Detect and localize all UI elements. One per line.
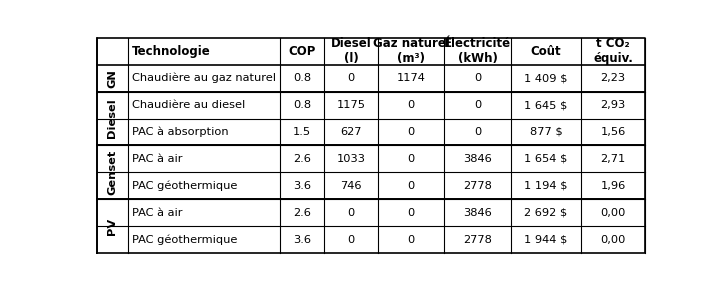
Text: 1174: 1174 bbox=[397, 73, 426, 83]
Text: 746: 746 bbox=[340, 181, 362, 191]
Text: 2,23: 2,23 bbox=[600, 73, 626, 83]
Text: Diesel: Diesel bbox=[107, 99, 117, 139]
Text: PAC à absorption: PAC à absorption bbox=[132, 127, 228, 137]
Text: 627: 627 bbox=[340, 127, 362, 137]
Text: 0: 0 bbox=[474, 100, 481, 110]
Text: 0: 0 bbox=[408, 127, 415, 137]
Text: PAC à air: PAC à air bbox=[132, 154, 182, 164]
Text: PAC géothermique: PAC géothermique bbox=[132, 181, 237, 191]
Text: 1 409 $: 1 409 $ bbox=[524, 73, 568, 83]
Text: 2778: 2778 bbox=[463, 234, 492, 245]
Text: 0: 0 bbox=[474, 73, 481, 83]
Text: 1.5: 1.5 bbox=[293, 127, 311, 137]
Text: 1 645 $: 1 645 $ bbox=[524, 100, 568, 110]
Text: 0: 0 bbox=[348, 234, 355, 245]
Text: 877 $: 877 $ bbox=[530, 127, 563, 137]
Text: 1175: 1175 bbox=[337, 100, 366, 110]
Text: PV: PV bbox=[107, 217, 117, 235]
Text: 1 944 $: 1 944 $ bbox=[524, 234, 568, 245]
Text: 0: 0 bbox=[474, 127, 481, 137]
Text: 1 194 $: 1 194 $ bbox=[524, 181, 568, 191]
Text: 0: 0 bbox=[408, 181, 415, 191]
Text: 1033: 1033 bbox=[337, 154, 366, 164]
Text: 0: 0 bbox=[348, 73, 355, 83]
Text: 0,00: 0,00 bbox=[600, 208, 626, 218]
Text: 1,56: 1,56 bbox=[600, 127, 626, 137]
Text: PAC géothermique: PAC géothermique bbox=[132, 234, 237, 245]
Text: 2 692 $: 2 692 $ bbox=[524, 208, 568, 218]
Text: Genset: Genset bbox=[107, 150, 117, 195]
Text: 3846: 3846 bbox=[463, 154, 492, 164]
Text: 2.6: 2.6 bbox=[293, 208, 311, 218]
Text: COP: COP bbox=[288, 45, 316, 58]
Text: Gaz naturel
(m³): Gaz naturel (m³) bbox=[373, 37, 450, 65]
Text: 0: 0 bbox=[408, 154, 415, 164]
Text: 2,71: 2,71 bbox=[600, 154, 626, 164]
Text: 0: 0 bbox=[408, 208, 415, 218]
Text: 0.8: 0.8 bbox=[293, 73, 311, 83]
Text: 0.8: 0.8 bbox=[293, 100, 311, 110]
Text: GN: GN bbox=[107, 69, 117, 88]
Text: Coût: Coût bbox=[531, 45, 561, 58]
Text: PAC à air: PAC à air bbox=[132, 208, 182, 218]
Text: 1,96: 1,96 bbox=[600, 181, 626, 191]
Text: 3846: 3846 bbox=[463, 208, 492, 218]
Text: 0: 0 bbox=[408, 100, 415, 110]
Text: 3.6: 3.6 bbox=[293, 234, 311, 245]
Text: Diesel
(l): Diesel (l) bbox=[331, 37, 371, 65]
Text: Chaudière au gaz naturel: Chaudière au gaz naturel bbox=[132, 73, 276, 84]
Text: 0: 0 bbox=[348, 208, 355, 218]
Text: 2778: 2778 bbox=[463, 181, 492, 191]
Text: 3.6: 3.6 bbox=[293, 181, 311, 191]
Text: t CO₂
équiv.: t CO₂ équiv. bbox=[593, 37, 633, 65]
Text: 1 654 $: 1 654 $ bbox=[524, 154, 568, 164]
Text: 2,93: 2,93 bbox=[600, 100, 626, 110]
Text: Électricité
(kWh): Électricité (kWh) bbox=[445, 37, 511, 65]
Text: 0: 0 bbox=[408, 234, 415, 245]
Text: Technologie: Technologie bbox=[132, 45, 210, 58]
Text: 0,00: 0,00 bbox=[600, 234, 626, 245]
Text: Chaudière au diesel: Chaudière au diesel bbox=[132, 100, 245, 110]
Text: 2.6: 2.6 bbox=[293, 154, 311, 164]
